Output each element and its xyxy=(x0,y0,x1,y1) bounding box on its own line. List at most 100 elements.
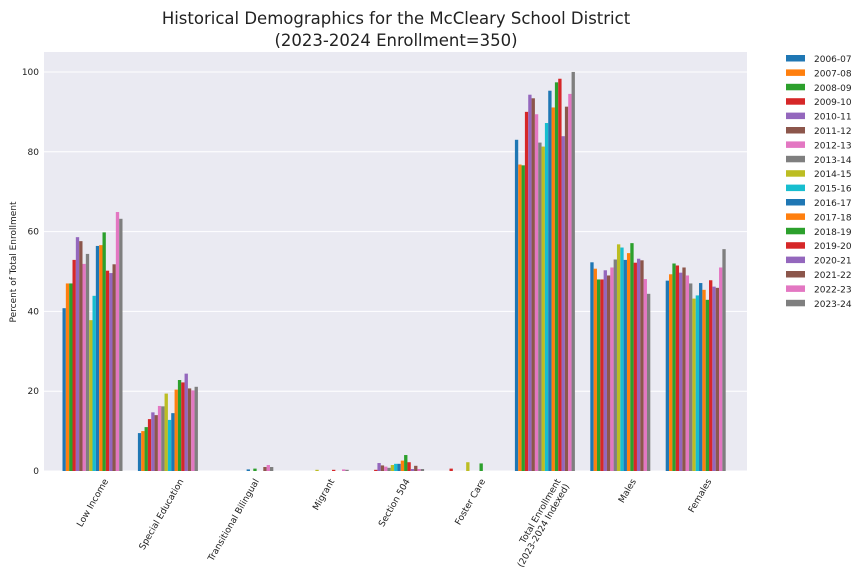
bar xyxy=(669,274,673,471)
bar xyxy=(705,299,710,471)
legend-swatch xyxy=(786,112,805,120)
bar xyxy=(181,382,185,471)
bar xyxy=(722,249,726,471)
bar xyxy=(102,232,106,471)
bar xyxy=(69,283,73,471)
bar xyxy=(695,295,700,471)
legend-label: 2014-15 xyxy=(814,170,852,180)
bar xyxy=(709,280,713,471)
bar xyxy=(115,212,120,471)
legend-label: 2023-24 xyxy=(814,300,852,310)
legend-swatch xyxy=(786,155,805,163)
x-tick-labels: Low Income Special Education Transitional … xyxy=(76,477,715,569)
bar xyxy=(685,275,690,471)
x-tick-label: Special Education xyxy=(138,478,187,552)
x-tick-label: Low Income xyxy=(76,477,112,529)
bar xyxy=(332,469,336,471)
chart-title-line-2: (2023-2024 Enrollment=350) xyxy=(274,31,517,50)
bar xyxy=(692,298,696,471)
bar xyxy=(384,466,388,471)
y-tick-label: 40 xyxy=(28,307,40,317)
bar xyxy=(534,114,539,471)
bar xyxy=(400,460,405,471)
bar xyxy=(99,245,103,471)
legend-swatch xyxy=(786,199,805,206)
bar xyxy=(593,268,597,471)
bar xyxy=(544,123,549,471)
legend-label: 2017-18 xyxy=(814,213,852,223)
x-tick-label: Total Enrollment(2023-2024 Indexed) xyxy=(507,477,572,569)
bar xyxy=(640,260,644,471)
legend-label: 2021-22 xyxy=(814,271,852,281)
bar xyxy=(171,413,175,471)
bar xyxy=(95,245,100,471)
bar xyxy=(105,270,110,471)
y-tick-label: 20 xyxy=(28,387,40,397)
bar xyxy=(699,283,703,471)
y-tick-label: 60 xyxy=(28,228,40,238)
bar xyxy=(164,393,168,471)
bar xyxy=(479,463,483,471)
bar xyxy=(390,465,395,471)
bar xyxy=(518,164,522,471)
bar xyxy=(558,78,562,472)
bar xyxy=(387,467,391,471)
x-tick-label: Migrant xyxy=(311,477,337,512)
legend-swatch xyxy=(786,213,805,220)
legend-swatch xyxy=(786,184,805,192)
x-tick-label: Transitional Bilingual xyxy=(206,478,262,565)
bar xyxy=(531,98,535,471)
bar xyxy=(119,218,123,471)
bar xyxy=(147,419,152,471)
legend-label: 2006-07 xyxy=(814,55,852,65)
bar xyxy=(646,293,651,471)
bar xyxy=(590,262,594,471)
bar xyxy=(551,107,555,471)
bar xyxy=(89,320,93,471)
legend-label: 2008-09 xyxy=(814,84,852,94)
bar xyxy=(187,388,192,471)
bar xyxy=(633,262,637,471)
legend-label: 2013-14 xyxy=(814,156,852,166)
x-tick-label: Section 504 xyxy=(377,477,413,529)
legend-label: 2011-12 xyxy=(814,127,852,137)
bar xyxy=(407,462,411,471)
legend-label: 2019-20 xyxy=(814,242,852,252)
bar xyxy=(157,405,162,471)
bar xyxy=(675,265,680,471)
legend-label: 2012-13 xyxy=(814,141,852,151)
bar xyxy=(345,469,349,471)
y-tick-label: 100 xyxy=(22,68,39,78)
bar xyxy=(266,465,270,471)
chart-title-line-1: Historical Demographics for the McCleary… xyxy=(162,9,631,28)
bar xyxy=(75,237,80,471)
bar xyxy=(682,267,686,471)
bar xyxy=(62,308,66,471)
bar xyxy=(528,94,532,471)
bar xyxy=(161,406,165,471)
bar xyxy=(377,463,381,471)
bar xyxy=(702,289,706,471)
bar xyxy=(610,267,614,471)
bar xyxy=(394,463,398,471)
legend-swatch xyxy=(786,285,805,292)
bar xyxy=(177,380,182,471)
bar xyxy=(420,469,425,471)
bar xyxy=(263,467,267,471)
bar xyxy=(137,433,142,471)
bar xyxy=(541,146,545,471)
legend-swatch xyxy=(786,256,805,264)
legend-label: 2018-19 xyxy=(814,228,852,238)
bar xyxy=(417,469,421,471)
legend-swatch xyxy=(786,69,805,76)
bar xyxy=(246,469,250,471)
bar xyxy=(109,273,113,471)
bar xyxy=(466,462,470,471)
bar xyxy=(603,270,607,471)
legend-label: 2022-23 xyxy=(814,285,852,295)
legend: 2006-07 2007-08 2008-09 2009-10 2010-11 2011-… xyxy=(786,55,852,310)
legend-swatch xyxy=(786,227,805,235)
bar xyxy=(554,82,559,471)
bar xyxy=(414,465,418,471)
